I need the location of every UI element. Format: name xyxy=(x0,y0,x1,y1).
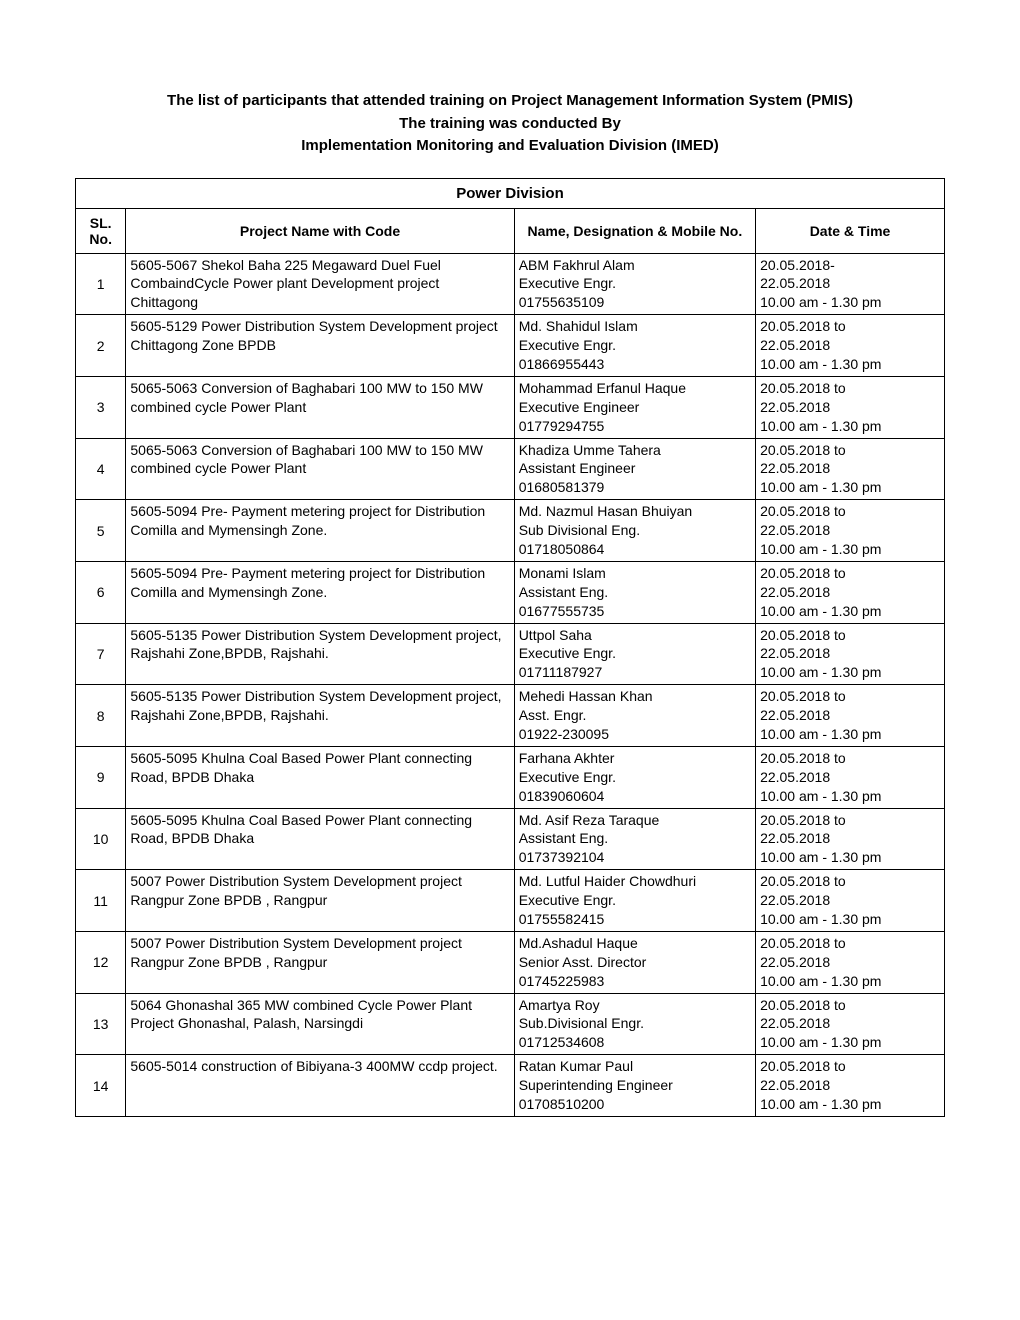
sl-cell: 3 xyxy=(76,376,126,438)
participants-table: SL. No. Project Name with Code Name, Des… xyxy=(75,208,945,1117)
table-row: 105605-5095 Khulna Coal Based Power Plan… xyxy=(76,808,945,870)
sl-cell: 10 xyxy=(76,808,126,870)
table-row: 25605-5129 Power Distribution System Dev… xyxy=(76,315,945,377)
name-cell: Md. Shahidul Islam Executive Engr. 01866… xyxy=(514,315,755,377)
date-cell: 20.05.2018 to 22.05.2018 10.00 am - 1.30… xyxy=(756,685,945,747)
document-header: The list of participants that attended t… xyxy=(75,90,945,158)
project-cell: 5605-5135 Power Distribution System Deve… xyxy=(126,623,514,685)
date-cell: 20.05.2018 to 22.05.2018 10.00 am - 1.30… xyxy=(756,438,945,500)
table-row: 35065-5063 Conversion of Baghabari 100 M… xyxy=(76,376,945,438)
sl-cell: 11 xyxy=(76,870,126,932)
table-row: 75605-5135 Power Distribution System Dev… xyxy=(76,623,945,685)
date-cell: 20.05.2018 to 22.05.2018 10.00 am - 1.30… xyxy=(756,808,945,870)
table-header-row: SL. No. Project Name with Code Name, Des… xyxy=(76,208,945,253)
date-cell: 20.05.2018 to 22.05.2018 10.00 am - 1.30… xyxy=(756,993,945,1055)
name-cell: Mehedi Hassan Khan Asst. Engr. 01922-230… xyxy=(514,685,755,747)
table-row: 85605-5135 Power Distribution System Dev… xyxy=(76,685,945,747)
project-cell: 5007 Power Distribution System Developme… xyxy=(126,870,514,932)
name-cell: Ratan Kumar Paul Superintending Engineer… xyxy=(514,1055,755,1117)
name-cell: Md. Nazmul Hasan Bhuiyan Sub Divisional … xyxy=(514,500,755,562)
name-cell: Monami Islam Assistant Eng. 01677555735 xyxy=(514,561,755,623)
header-line-2: The training was conducted By xyxy=(75,113,945,136)
sl-cell: 2 xyxy=(76,315,126,377)
project-cell: 5065-5063 Conversion of Baghabari 100 MW… xyxy=(126,376,514,438)
name-cell: Uttpol Saha Executive Engr. 01711187927 xyxy=(514,623,755,685)
project-cell: 5605-5067 Shekol Baha 225 Megaward Duel … xyxy=(126,253,514,315)
date-cell: 20.05.2018 to 22.05.2018 10.00 am - 1.30… xyxy=(756,931,945,993)
sl-cell: 6 xyxy=(76,561,126,623)
division-title: Power Division xyxy=(75,178,945,208)
date-cell: 20.05.2018 to 22.05.2018 10.00 am - 1.30… xyxy=(756,561,945,623)
col-header-name: Name, Designation & Mobile No. xyxy=(514,208,755,253)
project-cell: 5064 Ghonashal 365 MW combined Cycle Pow… xyxy=(126,993,514,1055)
name-cell: Md.Ashadul Haque Senior Asst. Director 0… xyxy=(514,931,755,993)
name-cell: Khadiza Umme Tahera Assistant Engineer 0… xyxy=(514,438,755,500)
sl-cell: 7 xyxy=(76,623,126,685)
project-cell: 5605-5135 Power Distribution System Deve… xyxy=(126,685,514,747)
project-cell: 5007 Power Distribution System Developme… xyxy=(126,931,514,993)
table-row: 135064 Ghonashal 365 MW combined Cycle P… xyxy=(76,993,945,1055)
table-row: 45065-5063 Conversion of Baghabari 100 M… xyxy=(76,438,945,500)
project-cell: 5605-5094 Pre- Payment metering project … xyxy=(126,561,514,623)
table-row: 15605-5067 Shekol Baha 225 Megaward Duel… xyxy=(76,253,945,315)
table-row: 125007 Power Distribution System Develop… xyxy=(76,931,945,993)
sl-cell: 8 xyxy=(76,685,126,747)
date-cell: 20.05.2018 to 22.05.2018 10.00 am - 1.30… xyxy=(756,315,945,377)
date-cell: 20.05.2018 to 22.05.2018 10.00 am - 1.30… xyxy=(756,746,945,808)
name-cell: ABM Fakhrul Alam Executive Engr. 0175563… xyxy=(514,253,755,315)
sl-cell: 9 xyxy=(76,746,126,808)
header-line-3: Implementation Monitoring and Evaluation… xyxy=(75,135,945,158)
project-cell: 5065-5063 Conversion of Baghabari 100 MW… xyxy=(126,438,514,500)
col-header-date: Date & Time xyxy=(756,208,945,253)
project-cell: 5605-5095 Khulna Coal Based Power Plant … xyxy=(126,808,514,870)
date-cell: 20.05.2018 to 22.05.2018 10.00 am - 1.30… xyxy=(756,870,945,932)
header-line-1: The list of participants that attended t… xyxy=(75,90,945,113)
table-row: 55605-5094 Pre- Payment metering project… xyxy=(76,500,945,562)
name-cell: Md. Lutful Haider Chowdhuri Executive En… xyxy=(514,870,755,932)
name-cell: Farhana Akhter Executive Engr. 018390606… xyxy=(514,746,755,808)
name-cell: Amartya Roy Sub.Divisional Engr. 0171253… xyxy=(514,993,755,1055)
table-row: 115007 Power Distribution System Develop… xyxy=(76,870,945,932)
name-cell: Mohammad Erfanul Haque Executive Enginee… xyxy=(514,376,755,438)
sl-cell: 13 xyxy=(76,993,126,1055)
sl-cell: 5 xyxy=(76,500,126,562)
table-row: 65605-5094 Pre- Payment metering project… xyxy=(76,561,945,623)
project-cell: 5605-5014 construction of Bibiyana-3 400… xyxy=(126,1055,514,1117)
sl-cell: 14 xyxy=(76,1055,126,1117)
date-cell: 20.05.2018 to 22.05.2018 10.00 am - 1.30… xyxy=(756,376,945,438)
date-cell: 20.05.2018 to 22.05.2018 10.00 am - 1.30… xyxy=(756,623,945,685)
date-cell: 20.05.2018 to 22.05.2018 10.00 am - 1.30… xyxy=(756,1055,945,1117)
sl-cell: 12 xyxy=(76,931,126,993)
project-cell: 5605-5095 Khulna Coal Based Power Plant … xyxy=(126,746,514,808)
sl-cell: 1 xyxy=(76,253,126,315)
date-cell: 20.05.2018 to 22.05.2018 10.00 am - 1.30… xyxy=(756,500,945,562)
col-header-project: Project Name with Code xyxy=(126,208,514,253)
name-cell: Md. Asif Reza Taraque Assistant Eng. 017… xyxy=(514,808,755,870)
project-cell: 5605-5094 Pre- Payment metering project … xyxy=(126,500,514,562)
sl-cell: 4 xyxy=(76,438,126,500)
project-cell: 5605-5129 Power Distribution System Deve… xyxy=(126,315,514,377)
date-cell: 20.05.2018- 22.05.2018 10.00 am - 1.30 p… xyxy=(756,253,945,315)
table-row: 145605-5014 construction of Bibiyana-3 4… xyxy=(76,1055,945,1117)
table-row: 95605-5095 Khulna Coal Based Power Plant… xyxy=(76,746,945,808)
col-header-sl: SL. No. xyxy=(76,208,126,253)
